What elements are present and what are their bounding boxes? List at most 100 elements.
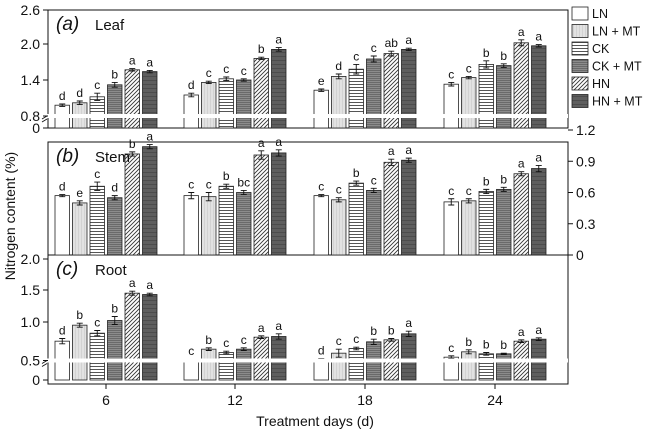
leaf-bar-ck-day-24 [478, 64, 494, 129]
leaf-significance-letter-hn-day-18: ab [385, 36, 399, 50]
legend-label-ck: CK [592, 42, 610, 56]
stem-significance-letter-ck-mt-day-12: bc [237, 175, 250, 189]
root-bar-ck-mt-day-24 [496, 353, 512, 381]
leaf-error-bar-ln-day-18 [318, 88, 325, 92]
leaf-error-bar-ln-mt-day-24 [465, 75, 472, 80]
root-bar-ln-mt-day-12 [201, 348, 217, 381]
leaf-significance-letter-ln-mt-day-18: d [335, 59, 342, 73]
leaf-error-bar-ln-day-12 [188, 92, 195, 98]
stem-significance-letter-hn-mt-day-6: a [146, 130, 153, 144]
legend-swatch-ck-mt [571, 59, 589, 73]
root-bar-ck-day-12 [218, 352, 234, 381]
root-bar-ln-day-18 [313, 359, 329, 381]
root-error-bar-hn-day-12 [258, 335, 265, 339]
stem-bar-ln-day-24 [443, 201, 459, 256]
leaf-significance-letter-ln-mt-day-6: d [76, 86, 83, 100]
stem-significance-letter-hn-day-18: a [388, 144, 395, 158]
stem-error-bar-ln-day-12 [188, 192, 195, 200]
root-significance-letter-hn-mt-day-24: a [535, 323, 542, 337]
stem-significance-letter-hn-day-12: a [258, 136, 265, 150]
root-bar-ln-day-12 [183, 360, 199, 381]
root-error-bar-ck-day-18 [353, 346, 360, 351]
root-bar-ln-mt-day-6 [72, 324, 88, 381]
legend-swatch-ck [571, 41, 589, 56]
root-error-bar-hn-day-18 [388, 338, 395, 342]
root-y-tick-label: 1.5 [21, 282, 41, 298]
stem-significance-letter-ln-mt-day-24: c [466, 184, 472, 198]
stem-error-bar-ck-day-6 [94, 181, 101, 191]
root-bar-ck-day-24 [478, 353, 494, 381]
leaf-significance-letter-ck-mt-day-24: b [500, 49, 507, 63]
stem-y-tick-label: 1.2 [576, 122, 596, 138]
leaf-significance-letter-ln-day-18: e [318, 74, 325, 88]
stem-bar-hn-day-6 [124, 153, 140, 256]
leaf-error-bar-hn-mt-day-18 [405, 47, 412, 52]
leaf-error-bar-ln-mt-day-18 [335, 73, 342, 80]
legend-label-hn: HN [592, 77, 610, 91]
stem-significance-letter-hn-mt-day-12: a [275, 135, 282, 149]
leaf-bar-ck-day-6 [89, 96, 105, 129]
leaf-significance-letter-ln-mt-day-12: c [206, 66, 212, 80]
root-bar-hn-mt-day-18 [401, 333, 417, 381]
stem-error-bar-hn-mt-day-6 [146, 144, 153, 150]
root-bar-hn-day-6 [124, 292, 140, 381]
root-bar-ck-day-6 [89, 332, 105, 381]
stem-bar-ln-mt-day-12 [201, 196, 217, 256]
root-error-bar-hn-day-24 [518, 339, 525, 343]
panel-labels: (a) Leaf (b) Stem (c) Root [56, 14, 130, 280]
legend-box [570, 4, 646, 112]
root-y-tick-label: 1.0 [21, 314, 41, 330]
stem-bar-hn-day-24 [513, 173, 529, 256]
root-significance-letter-hn-mt-day-18: a [405, 316, 412, 330]
stem-significance-letter-ck-day-12: b [223, 169, 230, 183]
root-error-bar-hn-mt-day-18 [405, 330, 412, 337]
leaf-error-bar-hn-mt-day-24 [535, 44, 542, 48]
stem-significance-letter-ln-mt-day-6: e [76, 186, 83, 200]
leaf-bar-ln-mt-day-18 [331, 76, 347, 129]
leaf-significance-letter-hn-day-24: a [518, 25, 525, 39]
stem-bar-ln-day-18 [313, 195, 329, 256]
stem-error-bar-ck-day-24 [483, 188, 490, 194]
stem-error-bar-ck-day-12 [223, 183, 230, 189]
root-error-bar-ln-mt-day-24 [465, 349, 472, 355]
leaf-y-tick-label: 2.0 [21, 36, 41, 52]
leaf-significance-letter-ck-day-24: b [483, 46, 490, 60]
stem-error-bar-ck-mt-day-18 [370, 187, 377, 193]
root-significance-letter-ln-mt-day-12: b [205, 333, 212, 347]
root-bar-ck-day-18 [348, 348, 364, 381]
stem-significance-letter-ln-day-24: c [448, 184, 454, 198]
stem-bar-hn-day-18 [383, 161, 399, 256]
root-significance-letter-ln-mt-day-24: b [465, 335, 472, 349]
leaf-bar-ln-mt-day-12 [201, 82, 217, 129]
legend-label-ln-mt: LN + MT [592, 25, 641, 39]
root-significance-letter-ck-day-24: b [483, 338, 490, 352]
stem-error-bar-ln-day-18 [318, 194, 325, 198]
leaf-error-bar-ck-mt-day-12 [240, 78, 247, 82]
legend: LN LN + MT CK CK + MT HN HN + MT [570, 4, 646, 112]
stem-panel-letter: (b) [56, 146, 79, 167]
stem-error-bar-hn-mt-day-12 [275, 149, 282, 157]
root-bar-ck-mt-day-12 [236, 348, 252, 381]
stem-significance-letter-ln-day-12: c [188, 178, 194, 192]
leaf-error-bar-ck-mt-day-18 [370, 55, 377, 63]
root-error-bar-hn-mt-day-6 [146, 292, 153, 297]
root-error-bar-ck-mt-day-18 [370, 338, 377, 345]
stem-error-bar-hn-day-12 [258, 150, 265, 160]
root-significance-letter-ln-day-24: c [448, 341, 454, 355]
stem-y-tick-label: 0 [576, 247, 584, 263]
leaf-significance-letter-hn-day-12: b [258, 42, 265, 56]
stem-significance-letter-hn-day-6: b [129, 137, 136, 151]
root-y-tick-label: 2.0 [21, 251, 41, 267]
x-tick-label-day-12: 12 [227, 392, 243, 408]
stem-bar-hn-mt-day-6 [142, 146, 158, 256]
leaf-y-tick-label: 1.4 [21, 72, 41, 88]
root-significance-letter-ck-mt-day-18: b [370, 324, 377, 338]
leaf-y-tick-label: 2.6 [21, 2, 41, 18]
stem-significance-letter-hn-day-24: a [518, 157, 525, 171]
stem-significance-letter-ck-mt-day-6: d [111, 181, 118, 195]
axes: 00.81.42.02.600.30.60.91.200.51.01.52.06… [21, 2, 596, 408]
legend-swatch-ln [571, 6, 589, 21]
stem-bar-ck-day-24 [478, 191, 494, 256]
leaf-significance-letter-hn-mt-day-12: a [275, 33, 282, 47]
stem-error-bar-hn-mt-day-24 [535, 164, 542, 173]
